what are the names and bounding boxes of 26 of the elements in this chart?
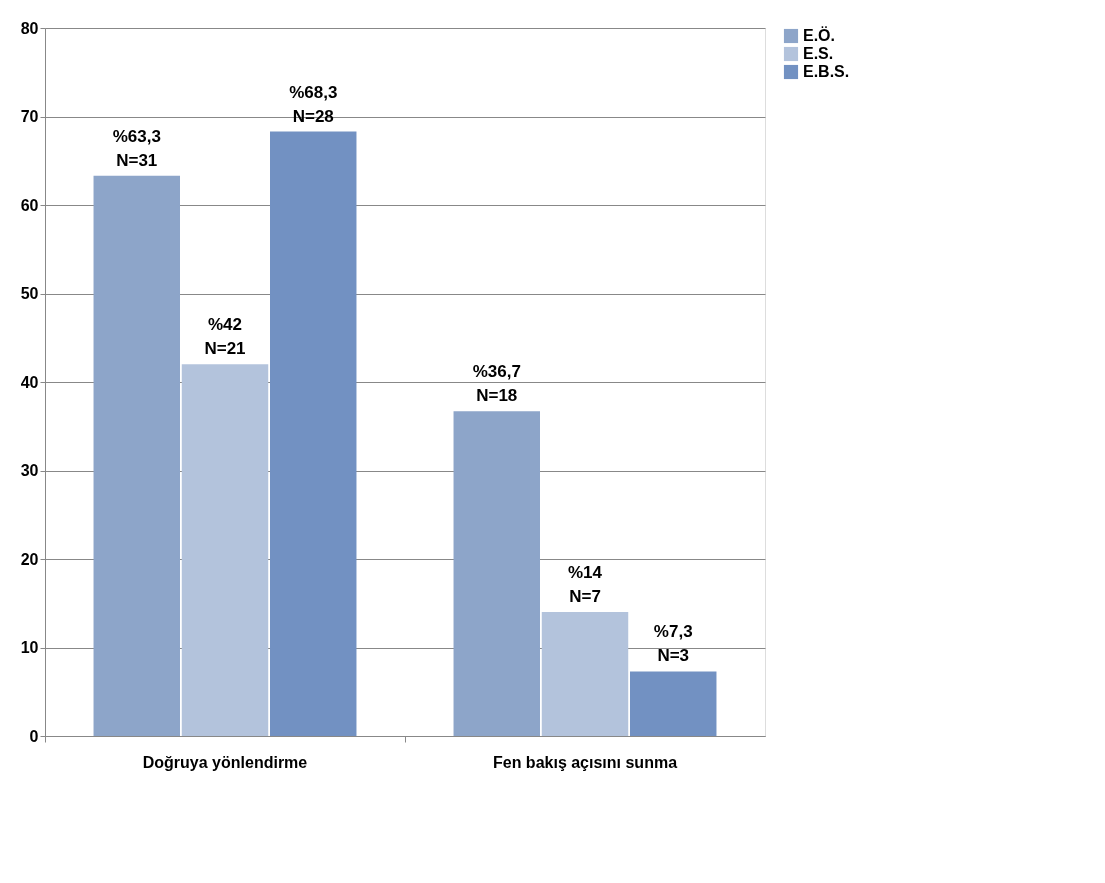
y-tick-label: 30: [20, 462, 39, 479]
bar: [541, 612, 629, 736]
data-label: %68,3 N=28: [289, 82, 338, 126]
bar: [630, 671, 717, 736]
data-label: %7,3 N=3: [653, 622, 693, 666]
data-label: %36,7 N=18: [472, 362, 521, 406]
y-tick-label: 70: [20, 108, 39, 125]
y-tick-label: 80: [20, 19, 39, 37]
y-tick-label: 10: [20, 639, 39, 656]
legend-label: E.B.S.: [803, 63, 850, 80]
y-tick-label: 40: [20, 373, 39, 391]
data-label: %63,3 N=31: [112, 126, 161, 170]
legend-label: E.Ö.: [803, 26, 836, 44]
x-tick-label: Fen bakış açısını sunma: [492, 753, 678, 771]
y-tick-label: 0: [29, 727, 39, 745]
y-tick-label: 50: [20, 285, 39, 302]
x-tick-label: Doğruya yönlendirme: [142, 753, 308, 771]
data-label: %42 N=21: [204, 315, 246, 359]
y-tick-label: 60: [20, 196, 39, 214]
y-tick-label: 20: [20, 550, 39, 568]
bar: [270, 131, 357, 736]
bar: [93, 175, 180, 736]
data-label: %14 N=7: [567, 563, 603, 607]
legend-label: E.S.: [803, 45, 834, 62]
bar: [181, 364, 269, 736]
bar: [453, 411, 540, 736]
